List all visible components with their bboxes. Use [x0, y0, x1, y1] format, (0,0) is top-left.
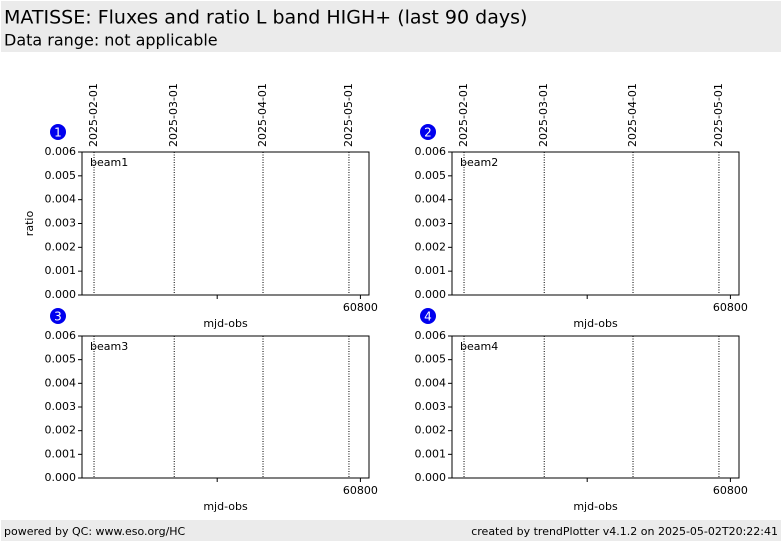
beam-label: beam1: [90, 156, 128, 169]
x-tick-label: 60800: [713, 484, 748, 497]
date-label: 2025-04-01: [256, 83, 269, 147]
footer-right: created by trendPlotter v4.1.2 on 2025-0…: [471, 525, 778, 538]
y-tick-label: 0.004: [45, 193, 77, 206]
y-tick-label: 0.000: [415, 288, 447, 301]
badge-number: 2: [424, 126, 432, 140]
y-tick-label: 0.003: [45, 400, 77, 413]
y-tick-label: 0.001: [45, 264, 77, 277]
y-tick-label: 0.006: [45, 145, 77, 158]
y-tick-label: 0.004: [45, 376, 77, 389]
y-tick-label: 0.000: [45, 288, 77, 301]
y-tick-label: 0.006: [415, 145, 447, 158]
plot-area: [451, 151, 740, 296]
y-tick-label: 0.002: [415, 240, 447, 253]
y-tick-label: 0.001: [415, 264, 447, 277]
y-tick-label: 0.001: [45, 447, 77, 460]
y-tick-label: 0.000: [45, 471, 77, 484]
plot-area: [81, 151, 370, 296]
y-tick-label: 0.004: [415, 376, 447, 389]
badge: [420, 308, 436, 324]
x-tick-label: 60800: [343, 301, 378, 314]
date-label: 2025-05-01: [342, 83, 355, 147]
footer-left: powered by QC: www.eso.org/HC: [4, 525, 186, 538]
date-label: 2025-03-01: [537, 83, 550, 147]
y-tick-label: 0.005: [45, 169, 77, 182]
badge-number: 1: [54, 126, 62, 140]
y-tick-label: 0.004: [415, 193, 447, 206]
y-axis-label: ratio: [23, 211, 36, 237]
y-tick-label: 0.003: [45, 217, 77, 230]
y-tick-label: 0.002: [45, 424, 77, 437]
y-tick-label: 0.002: [415, 424, 447, 437]
y-tick-label: 0.000: [415, 471, 447, 484]
x-axis-label: mjd-obs: [203, 317, 248, 330]
page-subtitle: Data range: not applicable: [4, 31, 218, 50]
date-label: 2025-04-01: [626, 83, 639, 147]
y-tick-label: 0.006: [415, 329, 447, 342]
x-axis-label: mjd-obs: [573, 317, 618, 330]
y-tick-label: 0.003: [415, 400, 447, 413]
x-axis-label: mjd-obs: [573, 500, 618, 513]
badge-number: 3: [54, 310, 62, 324]
badge: [50, 124, 66, 140]
y-tick-label: 0.002: [45, 240, 77, 253]
plot-area: [451, 335, 740, 479]
page-title: MATISSE: Fluxes and ratio L band HIGH+ (…: [4, 7, 527, 29]
badge: [420, 124, 436, 140]
header-band: [1, 1, 781, 52]
date-label: 2025-05-01: [712, 83, 725, 147]
y-tick-label: 0.005: [45, 353, 77, 366]
badge: [50, 308, 66, 324]
plot-area: [81, 335, 370, 479]
date-label: 2025-03-01: [167, 83, 180, 147]
badge-number: 4: [424, 310, 432, 324]
y-tick-label: 0.006: [45, 329, 77, 342]
date-label: 2025-02-01: [457, 83, 470, 147]
x-tick-label: 60800: [713, 301, 748, 314]
y-tick-label: 0.005: [415, 353, 447, 366]
x-tick-label: 60800: [343, 484, 378, 497]
y-tick-label: 0.005: [415, 169, 447, 182]
beam-label: beam2: [460, 156, 498, 169]
y-tick-label: 0.003: [415, 217, 447, 230]
y-tick-label: 0.001: [415, 447, 447, 460]
beam-label: beam3: [90, 340, 128, 353]
beam-label: beam4: [460, 340, 498, 353]
footer-band: [1, 520, 781, 541]
x-axis-label: mjd-obs: [203, 500, 248, 513]
date-label: 2025-02-01: [87, 83, 100, 147]
